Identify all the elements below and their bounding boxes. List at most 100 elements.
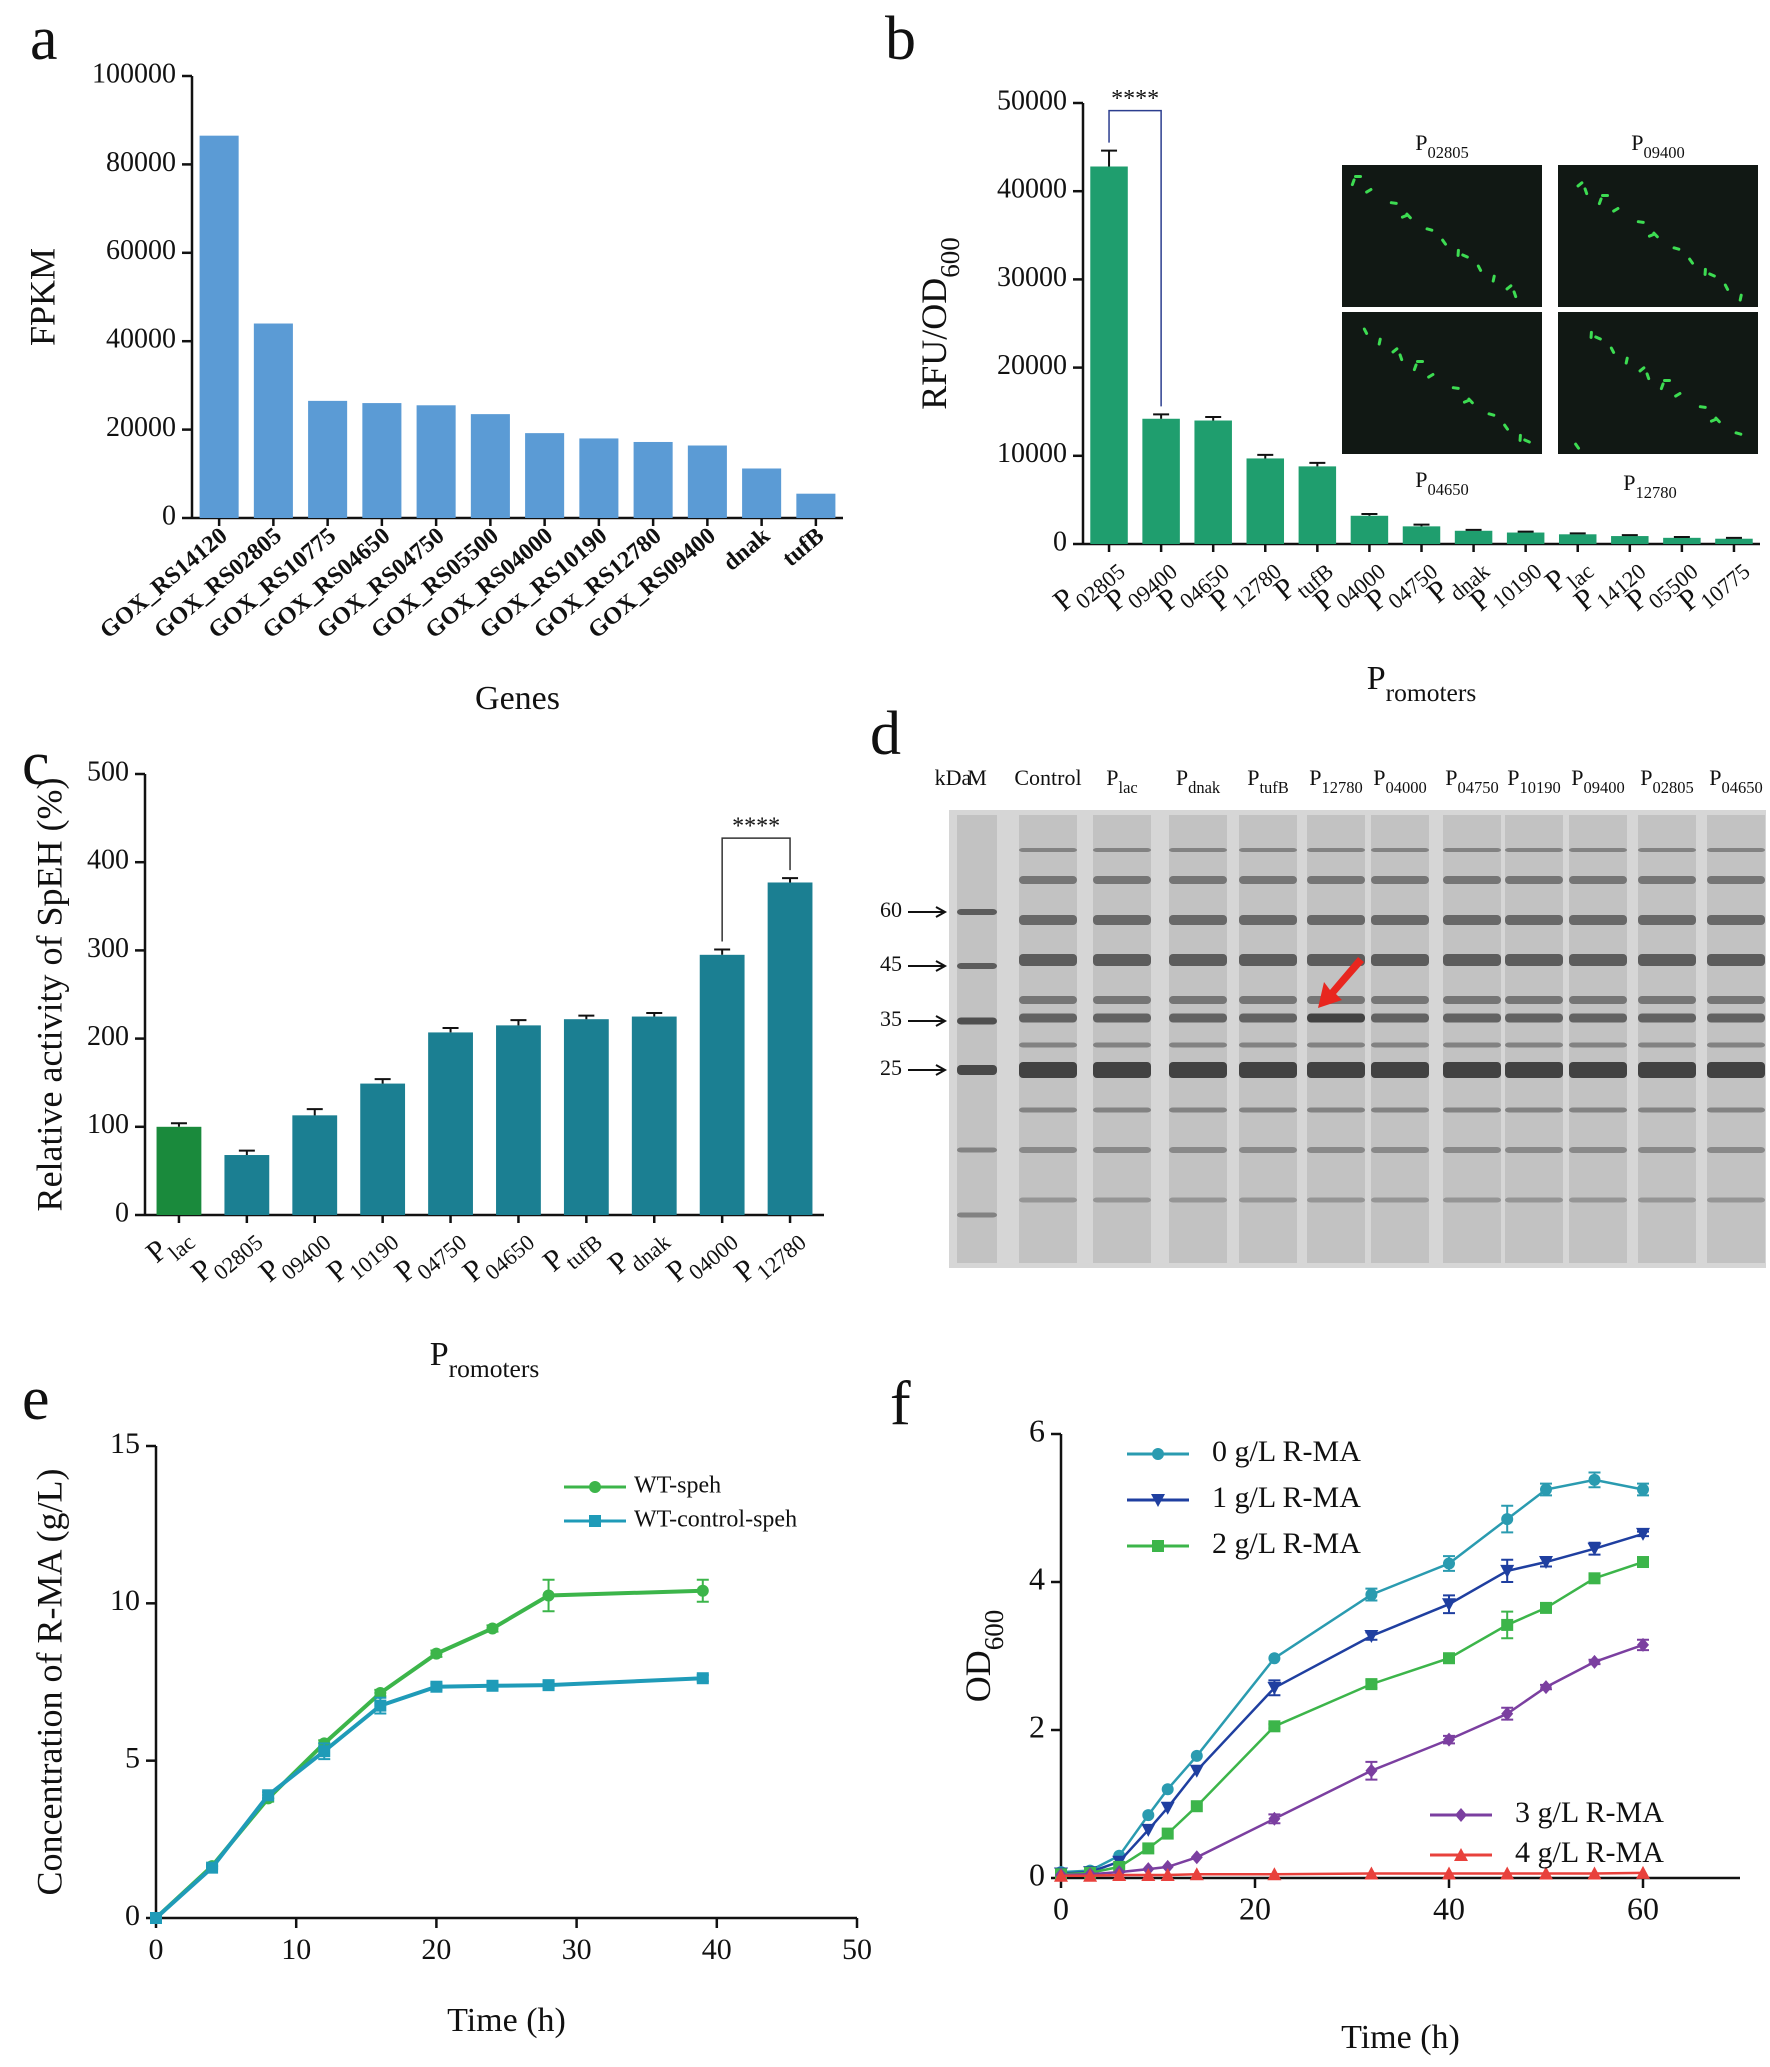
x-tick-label: 40: [702, 1933, 732, 1966]
y-tick-label: 30000: [997, 262, 1067, 293]
cell: [1512, 290, 1518, 299]
bar: [292, 1115, 338, 1215]
y-tick-label: 20000: [997, 350, 1067, 381]
error-bar: [714, 948, 731, 955]
lane-label: Pdnak: [1176, 765, 1221, 797]
error-bar: [578, 1014, 595, 1020]
marker: [1189, 1764, 1204, 1778]
error-bar: [374, 1078, 391, 1084]
cell: [1609, 346, 1616, 354]
y-axis-title: OD600: [958, 1610, 1009, 1703]
cell: [1601, 194, 1609, 197]
bar: [1194, 420, 1232, 544]
cell: [1645, 372, 1651, 381]
cell: [1365, 187, 1373, 194]
bar: [1715, 538, 1753, 544]
marker-arrow: [908, 906, 948, 918]
bar: [1506, 532, 1545, 544]
x-tick-label: P04650: [456, 1216, 539, 1295]
marker: [1540, 1680, 1552, 1695]
x-axis-title: Time (h): [447, 2002, 566, 2039]
marker: [1160, 1801, 1175, 1815]
lane: [1169, 815, 1227, 1263]
legend-label: 2 g/L R-MA: [1212, 1527, 1361, 1560]
panel-label: a: [30, 5, 58, 73]
marker: [1364, 1630, 1379, 1644]
gel-band: [1707, 915, 1765, 925]
marker: [1454, 1848, 1468, 1861]
y-tick-label: 0: [125, 1899, 140, 1932]
gel-band: [1019, 876, 1077, 884]
gel-band: [1019, 1197, 1077, 1203]
gel-band: [1569, 1197, 1627, 1203]
cell: [1583, 187, 1589, 196]
marker: [1112, 1868, 1127, 1882]
gel-band: [1239, 1013, 1297, 1023]
cell: [1518, 433, 1522, 442]
x-tick-label: P04750: [388, 1216, 471, 1295]
gel-band: [1093, 996, 1151, 1004]
bar: [1246, 458, 1285, 544]
legend-label: 1 g/L R-MA: [1212, 1481, 1361, 1514]
gel-band: [1239, 954, 1297, 966]
gel-band: [1169, 1013, 1227, 1023]
error-bar: [238, 1149, 255, 1156]
gel-band: [1505, 1062, 1563, 1078]
y-tick-label: 10000: [997, 438, 1067, 469]
gel-band: [1371, 876, 1429, 884]
gel-band: [1307, 915, 1365, 925]
x-tick-label: dnak: [718, 522, 775, 576]
marker-size: 35: [880, 1006, 902, 1031]
gel-band: [1371, 996, 1429, 1004]
highlight-arrow: [1318, 957, 1364, 1008]
lane-label: M: [967, 765, 987, 790]
significance-label: ****: [1111, 86, 1159, 112]
lane: [1443, 815, 1501, 1263]
error-bar: [1413, 523, 1430, 527]
marker: [318, 1745, 331, 1758]
gel-band: [1093, 954, 1151, 966]
gel-band: [1443, 996, 1501, 1004]
gel-band: [1307, 1013, 1365, 1023]
cell: [1647, 232, 1656, 238]
cell: [1688, 257, 1694, 265]
marker-size: 60: [880, 897, 902, 922]
lane: [957, 815, 997, 1263]
gel-band: [1169, 996, 1227, 1004]
cell: [1505, 284, 1513, 291]
cell: [1612, 206, 1620, 213]
error-bar: [170, 1122, 187, 1127]
gel-band: [1569, 1107, 1627, 1113]
marker: [696, 1584, 709, 1597]
error-bar: [1725, 536, 1742, 539]
gel-band: [1505, 1147, 1563, 1153]
x-tick-label: 10: [281, 1933, 311, 1966]
gel-band: [1638, 915, 1696, 925]
y-tick-label: 4: [1029, 1560, 1045, 1596]
error-bar: [1309, 461, 1326, 467]
gel-band: [1569, 1062, 1627, 1078]
y-tick-label: 40000: [106, 324, 176, 355]
cell: [1589, 330, 1593, 339]
panel-label: d: [870, 700, 901, 768]
y-tick-label: 100000: [92, 58, 176, 89]
marker: [1637, 1483, 1649, 1496]
marker: [1152, 1448, 1164, 1460]
gel-band: [1505, 876, 1563, 884]
cell: [1672, 246, 1681, 251]
marker: [1540, 1483, 1552, 1496]
gel-band: [1707, 848, 1765, 852]
bar: [1454, 530, 1493, 544]
gel-band: [1093, 1042, 1151, 1048]
marker: [430, 1680, 443, 1693]
lane-label: P09400: [1571, 765, 1625, 797]
marker: [1364, 1866, 1379, 1880]
gel-band: [1169, 954, 1227, 966]
error-bar: [442, 1027, 459, 1033]
marker: [589, 1481, 601, 1493]
gel-band: [1638, 954, 1696, 966]
cell: [1389, 201, 1398, 205]
gel-band: [1307, 1042, 1365, 1048]
y-tick-label: 0: [1053, 526, 1067, 557]
x-tick-label: 50: [842, 1933, 872, 1966]
